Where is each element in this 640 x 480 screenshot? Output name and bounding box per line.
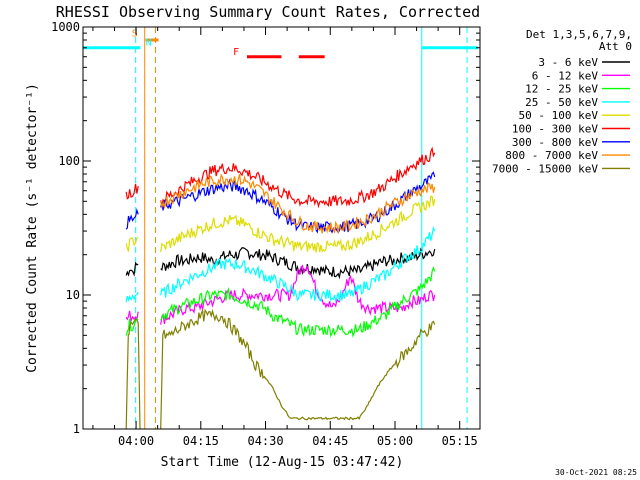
- x-tick-label: 05:00: [377, 434, 413, 448]
- x-axis: 04:00 04:15 04:30 04:45 05:00 05:15: [92, 27, 478, 448]
- series-line-6-1: [160, 171, 436, 234]
- series-line-4-0: [125, 236, 139, 252]
- legend-label-7: 800 - 7000 keV: [505, 149, 598, 162]
- y-tick-label: 100: [58, 154, 80, 168]
- series-line-0-1: [160, 247, 436, 280]
- x-tick-label: 05:15: [442, 434, 478, 448]
- footer-timestamp: 30-Oct-2021 08:25: [555, 468, 637, 477]
- chart-title: RHESSI Observing Summary Count Rates, Co…: [56, 3, 480, 21]
- y-tick-label: 1: [73, 422, 80, 436]
- x-axis-label: Start Time (12-Aug-15 03:47:42): [161, 455, 404, 470]
- series-line-2-0: [125, 317, 139, 336]
- series-line-8-0: [125, 318, 141, 430]
- y-tick-label: 1000: [51, 20, 80, 34]
- series-line-6-0: [125, 207, 139, 230]
- series-line-8-1: [160, 308, 436, 429]
- x-tick-label: 04:15: [183, 434, 219, 448]
- legend-label-1: 6 - 12 keV: [532, 69, 599, 82]
- flag-label-1: N: [146, 37, 152, 48]
- y-tick-label: 10: [66, 288, 80, 302]
- legend-header-0: Det 1,3,5,6,7,9,: [526, 28, 632, 41]
- series-line-3-1: [160, 225, 436, 304]
- series-line-4-1: [160, 195, 436, 253]
- y-axis: 1 10 100 1000: [51, 20, 480, 436]
- series-line-1-1: [160, 264, 436, 325]
- legend-label-2: 12 - 25 keV: [525, 83, 598, 96]
- flag-label-2: F: [233, 47, 239, 58]
- x-tick-label: 04:45: [312, 434, 348, 448]
- series-line-5-0: [125, 183, 139, 200]
- legend-label-8: 7000 - 15000 keV: [492, 162, 598, 175]
- flag-label-0: S: [132, 28, 138, 39]
- plot-frame: [82, 26, 481, 430]
- series-line-1-0: [125, 310, 139, 323]
- x-tick-label: 04:30: [247, 434, 283, 448]
- legend-label-6: 300 - 800 keV: [512, 136, 598, 149]
- legend-label-3: 25 - 50 keV: [525, 96, 598, 109]
- legend-label-5: 100 - 300 keV: [512, 123, 598, 136]
- series-line-7-0: [160, 173, 436, 234]
- legend-label-0: 3 - 6 keV: [538, 56, 598, 69]
- series-line-3-0: [125, 291, 139, 303]
- legend-header-1: Att 0: [599, 40, 632, 53]
- y-axis-label: Corrected Count Rate (s⁻¹ detector⁻¹): [25, 83, 40, 373]
- series-line-0-0: [125, 261, 139, 277]
- legend-label-4: 50 - 100 keV: [519, 109, 599, 122]
- x-tick-label: 04:00: [118, 434, 154, 448]
- series-line-2-1: [160, 266, 436, 338]
- series-line-5-1: [160, 146, 436, 209]
